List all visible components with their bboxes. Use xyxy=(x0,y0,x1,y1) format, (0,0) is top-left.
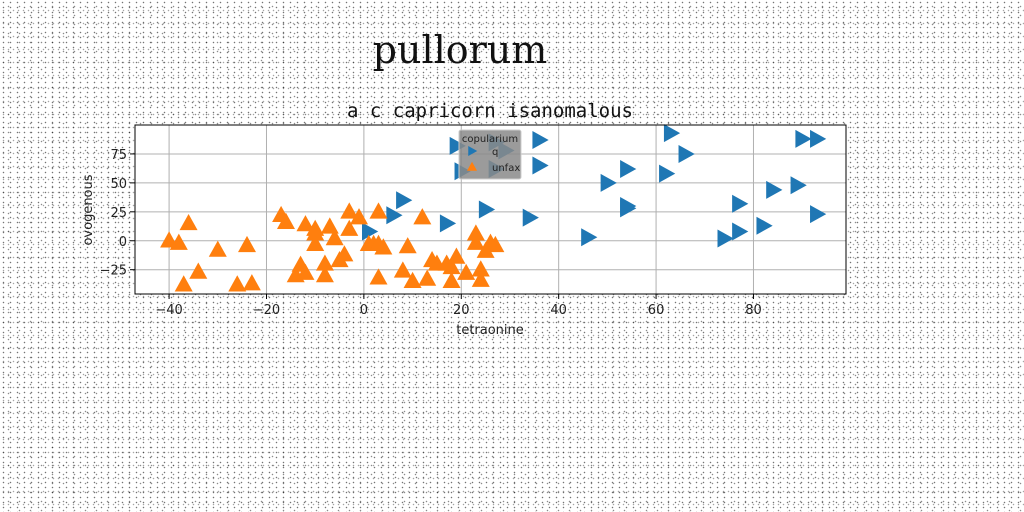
data-point xyxy=(350,208,369,225)
data-point xyxy=(659,164,676,183)
data-point xyxy=(320,217,339,234)
data-point xyxy=(276,212,295,229)
data-point xyxy=(393,261,412,278)
data-point xyxy=(532,156,549,175)
data-point xyxy=(532,131,549,150)
x-tick-label: 0 xyxy=(360,303,368,318)
data-point xyxy=(522,208,539,227)
data-point xyxy=(732,222,749,241)
data-point xyxy=(418,269,437,286)
data-point xyxy=(439,214,457,233)
data-point xyxy=(208,240,227,257)
data-point xyxy=(678,144,695,163)
y-tick-label: 0 xyxy=(119,235,127,250)
data-point xyxy=(457,263,476,280)
data-point xyxy=(340,219,359,236)
data-point xyxy=(386,206,403,225)
data-point xyxy=(169,233,188,250)
data-point xyxy=(325,228,344,246)
data-point xyxy=(174,275,193,292)
data-point xyxy=(398,237,417,254)
legend-label: unfax xyxy=(492,163,520,174)
data-point xyxy=(810,129,827,148)
legend-label: q xyxy=(492,147,498,158)
data-point xyxy=(306,219,325,236)
data-point xyxy=(449,136,466,155)
data-point xyxy=(238,235,257,253)
legend: copularium q unfax xyxy=(458,129,522,180)
data-point xyxy=(471,260,490,277)
data-point xyxy=(362,222,379,241)
x-tick-label: 40 xyxy=(550,303,567,318)
x-tick-label: 60 xyxy=(648,303,665,318)
y-tick-label: 50 xyxy=(110,177,127,192)
x-tick-label: 20 xyxy=(453,303,470,318)
y-tick-label: 25 xyxy=(110,206,127,221)
data-point xyxy=(476,241,495,258)
data-point xyxy=(315,254,334,271)
data-point xyxy=(795,129,812,148)
data-point xyxy=(315,266,334,283)
data-point xyxy=(732,194,749,213)
x-tick-label: −40 xyxy=(155,303,182,318)
data-point xyxy=(663,124,681,143)
data-point xyxy=(296,263,315,280)
data-point xyxy=(335,245,354,262)
data-point xyxy=(620,197,637,216)
plot-frame xyxy=(134,124,847,295)
data-point xyxy=(242,274,261,291)
data-point xyxy=(369,202,388,219)
legend-title: copularium xyxy=(462,134,518,145)
data-point xyxy=(810,205,827,224)
data-point xyxy=(374,238,393,255)
y-tick-label: 75 xyxy=(110,148,127,163)
data-point xyxy=(442,257,461,275)
y-tick-label: −25 xyxy=(100,264,127,279)
data-point xyxy=(620,159,637,178)
legend-marker xyxy=(467,161,477,171)
data-point xyxy=(296,215,315,232)
data-point xyxy=(228,275,247,292)
data-point xyxy=(581,228,598,247)
data-point xyxy=(447,247,466,264)
data-point xyxy=(478,200,496,219)
data-point xyxy=(403,271,422,289)
data-point xyxy=(466,224,485,241)
chart-title: a c capricorn isanomalous xyxy=(347,100,633,122)
data-point xyxy=(600,173,617,192)
data-point xyxy=(790,176,807,195)
data-point xyxy=(306,234,325,251)
data-point xyxy=(396,191,413,210)
data-point xyxy=(340,202,359,219)
x-tick-label: 80 xyxy=(745,303,762,318)
x-tick-label: −20 xyxy=(253,303,280,318)
data-point xyxy=(413,208,432,225)
data-point xyxy=(179,213,198,231)
y-axis-label: ovogenous xyxy=(81,174,96,245)
data-point xyxy=(369,268,388,285)
data-point xyxy=(442,271,461,289)
x-axis-label: tetraonine xyxy=(456,323,524,338)
data-point xyxy=(486,235,505,253)
data-point xyxy=(766,180,783,199)
legend-marker xyxy=(468,146,478,156)
data-point xyxy=(717,229,734,248)
data-point xyxy=(189,262,208,279)
ticks: −40 −20 0 20 40 60 80 −25 0 25 50 75 xyxy=(100,148,762,318)
data-point xyxy=(756,216,773,235)
data-point xyxy=(466,233,485,250)
series-unfax xyxy=(160,202,505,292)
data-point xyxy=(471,270,490,287)
page-title: pullorum xyxy=(372,28,548,72)
